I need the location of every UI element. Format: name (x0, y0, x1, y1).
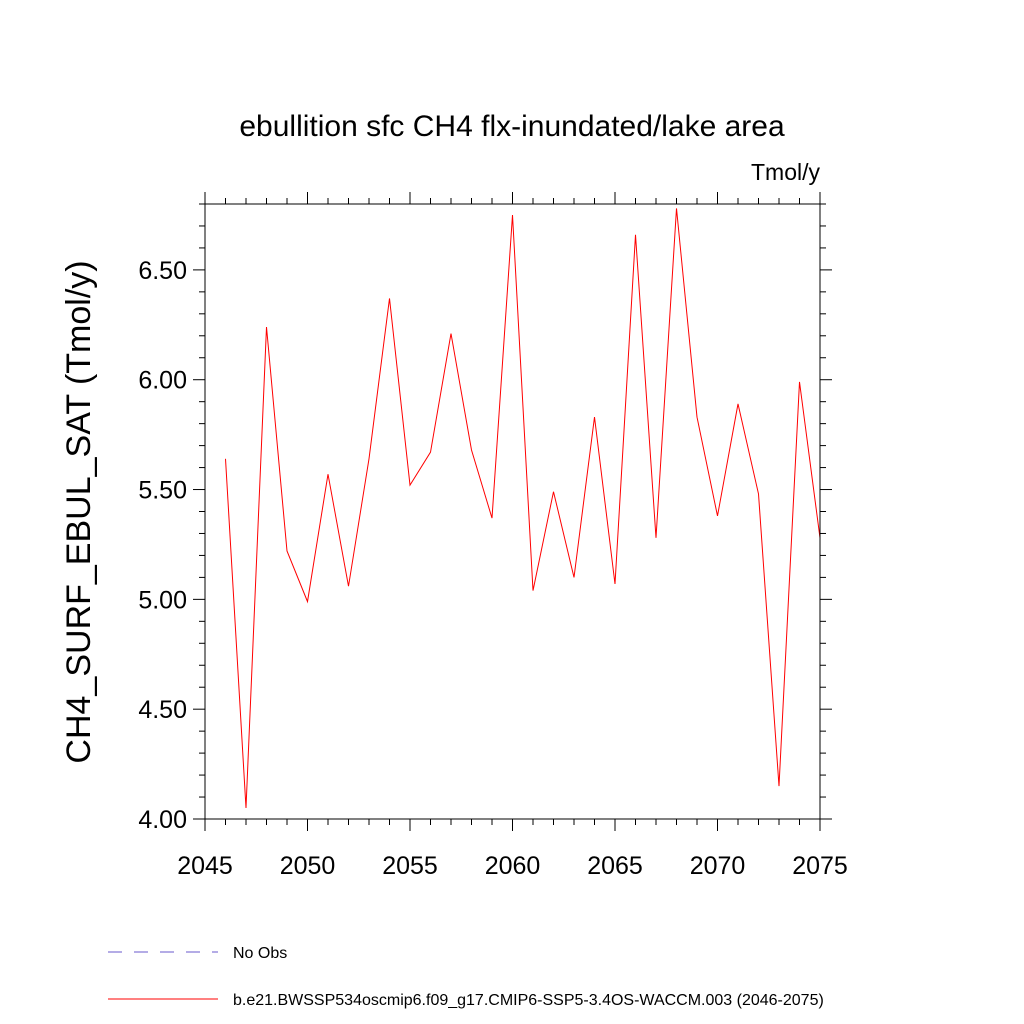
x-tick-label: 2050 (280, 852, 336, 880)
units-label: Tmol/y (751, 159, 821, 185)
y-tick-label: 6.00 (138, 367, 187, 395)
x-tick-label: 2070 (690, 852, 746, 880)
y-tick-label: 5.50 (138, 477, 187, 505)
x-tick-label: 2045 (177, 852, 233, 880)
y-tick-label: 6.50 (138, 257, 187, 285)
y-tick-label: 4.00 (138, 806, 187, 834)
legend-label: No Obs (233, 945, 287, 962)
tick-labels: 2045 2050 2055 2060 2065 2070 2075 4.00 4.50 5.00… (138, 257, 847, 880)
y-axis-label: CH4_SURF_EBUL_SAT (Tmol/y) (60, 260, 98, 763)
chart-title: ebullition sfc CH4 flx-inundated/lake ar… (239, 110, 785, 143)
series-layer (225, 208, 821, 809)
plot-frame (204, 203, 821, 820)
x-tick-label: 2065 (587, 852, 643, 880)
x-tick-label: 2055 (382, 852, 438, 880)
legend-label: b.e21.BWSSP534oscmip6.f09_g17.CMIP6-SSP5… (233, 992, 824, 1009)
series-line (225, 208, 821, 809)
y-tick-label: 5.00 (138, 586, 187, 614)
x-tick-label: 2060 (485, 852, 541, 880)
axis-ticks (193, 192, 832, 831)
x-tick-label: 2075 (792, 852, 848, 880)
legend: No Obs b.e21.BWSSP534oscmip6.f09_g17.CMIP… (108, 945, 824, 1009)
y-tick-label: 4.50 (138, 696, 187, 724)
